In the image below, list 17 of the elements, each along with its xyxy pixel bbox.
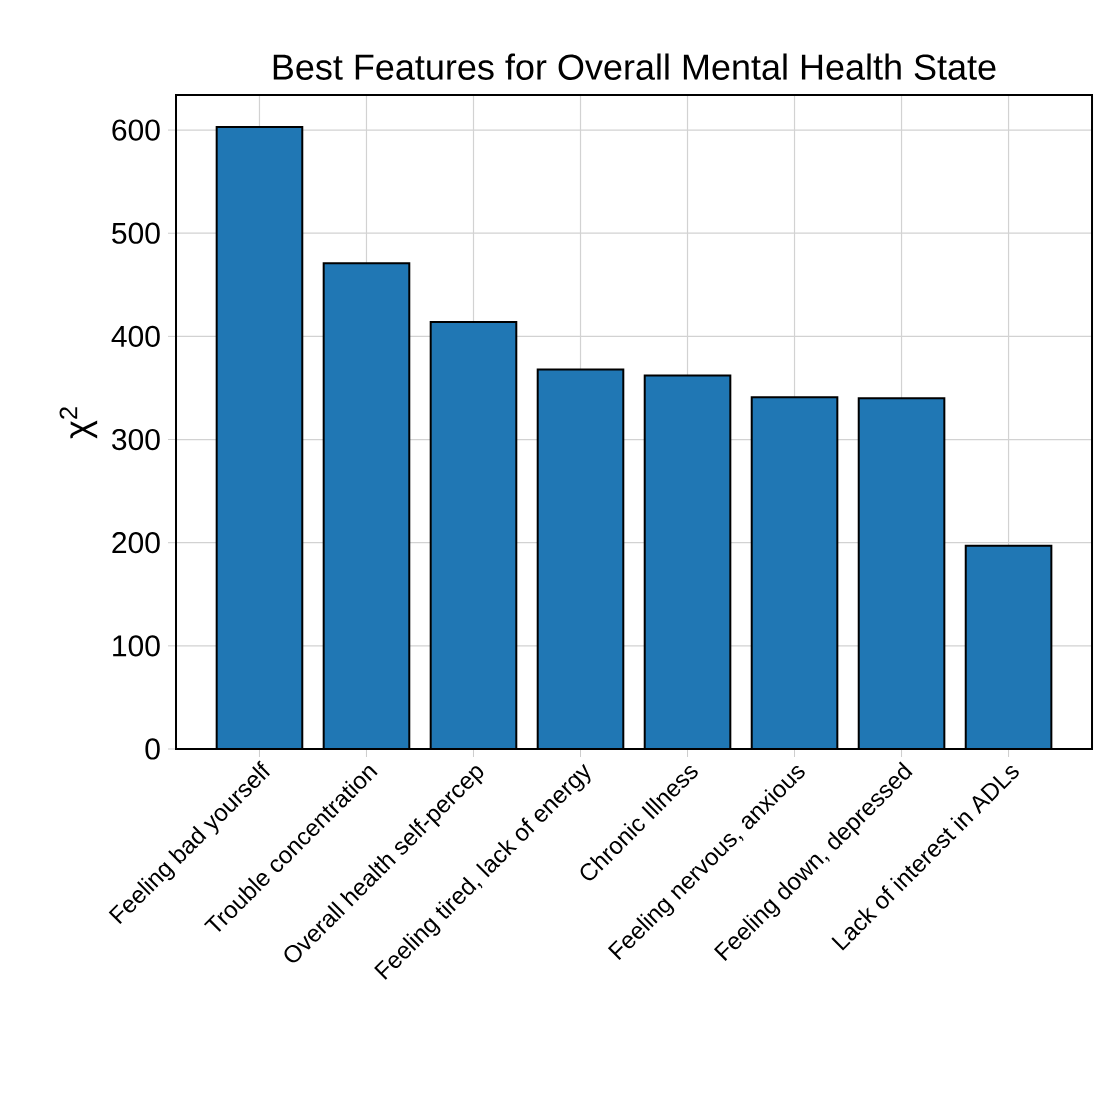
- y-tick-label: 200: [112, 532, 160, 554]
- y-tick-label: 100: [113, 635, 160, 657]
- chart-title: Best Features for Overall Mental Health State: [273, 53, 996, 80]
- bar: [858, 398, 945, 749]
- y-tick-label: 400: [111, 325, 160, 347]
- bar: [216, 126, 303, 749]
- y-tick-label: 0: [145, 738, 160, 760]
- bar: [430, 321, 517, 749]
- y-tick-label: 300: [112, 428, 160, 451]
- y-tick-label: 600: [112, 119, 160, 141]
- bar: [323, 263, 410, 749]
- bar: [644, 375, 731, 749]
- bar: [964, 544, 1053, 749]
- y-axis-title: χ$^{2}$: [59, 407, 98, 439]
- bar: [751, 397, 838, 749]
- bar: [537, 369, 624, 749]
- y-tick-label: 500: [112, 222, 160, 244]
